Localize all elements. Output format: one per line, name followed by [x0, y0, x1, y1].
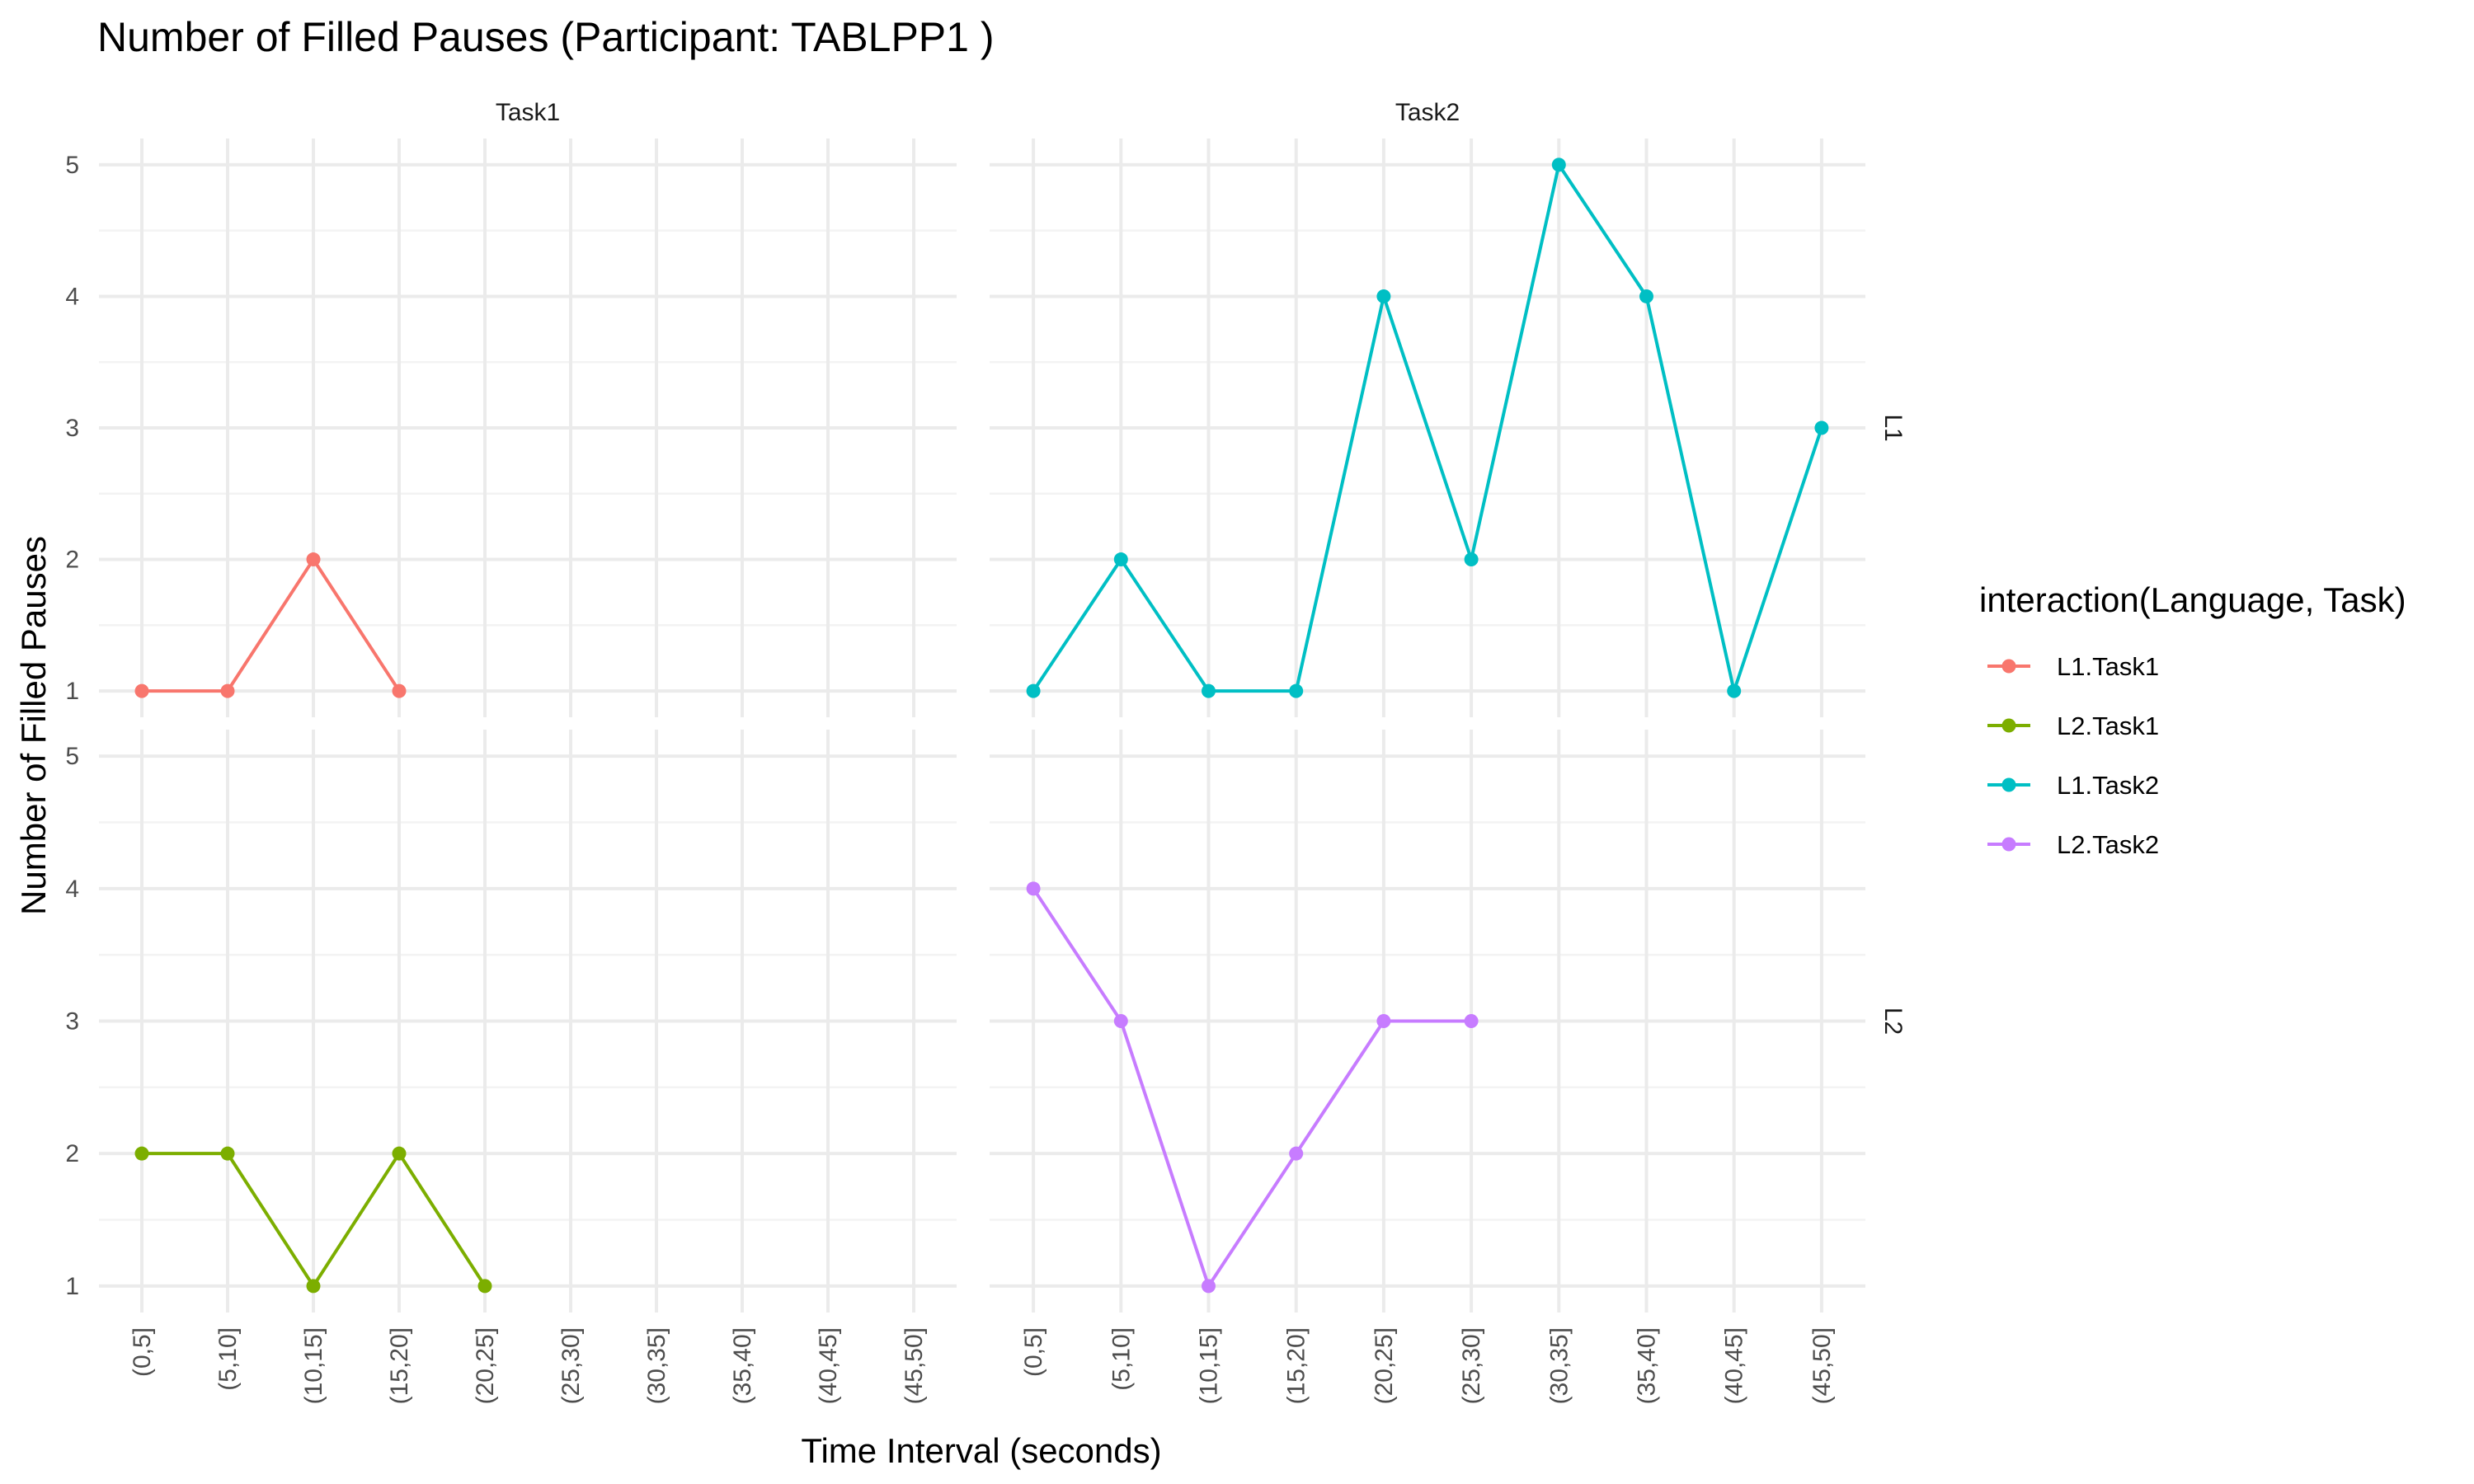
legend-entry: L2.Task1 [1987, 711, 2159, 740]
facet-strip-L1: L1 [1879, 414, 1907, 441]
series-L2.Task2 [1026, 881, 1479, 1294]
legend-label: L1.Task1 [2057, 652, 2159, 681]
data-point [220, 1146, 235, 1161]
facet-strip-Task2: Task2 [1395, 99, 1460, 126]
x-tick-label: (30,35] [643, 1327, 670, 1404]
x-tick-label: (40,45] [815, 1327, 842, 1404]
legend-key-point [2001, 837, 2016, 852]
y-axis-title: Number of Filled Pauses [14, 536, 53, 915]
chart-title: Number of Filled Pauses (Participant: TA… [97, 14, 995, 60]
x-tick-label: (25,30] [1458, 1327, 1485, 1404]
legend: interaction(Language, Task) L1.Task1 L2.T… [1979, 580, 2406, 859]
data-point [1814, 420, 1829, 435]
x-tick-label: (20,25] [472, 1327, 499, 1404]
legend-label: L2.Task2 [2057, 830, 2159, 859]
x-tick-label: (45,50] [1808, 1327, 1836, 1404]
data-point [306, 1279, 321, 1294]
x-tick-label: (5,10] [1108, 1327, 1135, 1391]
x-tick-label: (35,40] [1634, 1327, 1661, 1404]
series-line [1032, 887, 1472, 1290]
data-point [220, 683, 235, 698]
data-point [1113, 552, 1128, 567]
y-tick-label: 1 [65, 678, 79, 705]
data-point [1289, 683, 1304, 698]
y-tick-label: 3 [65, 1008, 79, 1036]
y-tick-label: 1 [65, 1273, 79, 1300]
x-tick-label: (45,50] [901, 1327, 928, 1404]
legend-title: interaction(Language, Task) [1979, 580, 2406, 619]
x-tick-label: (35,40] [729, 1327, 756, 1404]
x-tick-label: (5,10] [214, 1327, 242, 1391]
series-L2.Task1 [134, 1146, 492, 1294]
legend-key-point [2001, 777, 2016, 792]
y-tick-label: 4 [65, 876, 79, 903]
series-L1.Task1 [134, 552, 407, 698]
legend-entry: L2.Task2 [1987, 830, 2159, 859]
y-tick-label: 3 [65, 415, 79, 442]
data-point [134, 1146, 149, 1161]
x-axis-title: Time Interval (seconds) [801, 1431, 1161, 1470]
data-point [1376, 289, 1391, 303]
legend-label: L2.Task1 [2057, 711, 2159, 740]
data-point [1026, 683, 1041, 698]
facet-strip-Task1: Task1 [496, 99, 560, 126]
data-point [1464, 1014, 1479, 1028]
series-L1.Task2 [1026, 157, 1829, 698]
data-point [392, 1146, 407, 1161]
data-point [1727, 683, 1742, 698]
y-tick-label: 5 [65, 743, 79, 770]
data-point [1202, 683, 1216, 698]
panel-L1-Task2 [990, 139, 1865, 717]
series-line [142, 556, 401, 693]
panel-L2-Task1 [99, 730, 957, 1313]
facet-panels: Task1 Task2 L1 L2 1 2 3 4 5 1 2 3 4 5 (0,5] (5,10] (10,1… [65, 99, 1907, 1404]
panel-L1-Task1 [99, 139, 957, 717]
series-line [1032, 160, 1823, 697]
x-tick-label: (20,25] [1371, 1327, 1398, 1404]
data-point [306, 552, 321, 567]
x-tick-label: (0,5] [1020, 1327, 1047, 1377]
data-point [1026, 881, 1041, 896]
legend-key-point [2001, 659, 2016, 674]
data-point [1113, 1014, 1128, 1028]
data-point [1639, 289, 1653, 303]
data-point [1464, 552, 1479, 567]
legend-entry: L1.Task2 [1987, 771, 2159, 800]
y-tick-label: 5 [65, 152, 79, 179]
legend-entry: L1.Task1 [1987, 652, 2159, 681]
x-tick-label: (25,30] [557, 1327, 585, 1404]
legend-label: L1.Task2 [2057, 771, 2159, 800]
data-point [134, 683, 149, 698]
x-tick-label: (15,20] [386, 1327, 413, 1404]
x-tick-label: (0,5] [129, 1327, 156, 1377]
facet-strip-L2: L2 [1879, 1007, 1907, 1035]
data-point [1551, 157, 1566, 172]
data-point [1376, 1014, 1391, 1028]
y-tick-label: 2 [65, 1140, 79, 1167]
panel-L2-Task2 [990, 730, 1865, 1313]
y-tick-label: 2 [65, 547, 79, 574]
x-tick-label: (30,35] [1545, 1327, 1573, 1404]
data-point [392, 683, 407, 698]
x-tick-label: (40,45] [1721, 1327, 1748, 1404]
x-tick-label: (10,15] [300, 1327, 327, 1404]
legend-key-point [2001, 718, 2016, 733]
data-point [1202, 1279, 1216, 1294]
x-tick-label: (10,15] [1196, 1327, 1223, 1404]
x-tick-label: (15,20] [1283, 1327, 1310, 1404]
data-point [1289, 1146, 1304, 1161]
data-point [477, 1279, 492, 1294]
y-tick-label: 4 [65, 283, 79, 310]
